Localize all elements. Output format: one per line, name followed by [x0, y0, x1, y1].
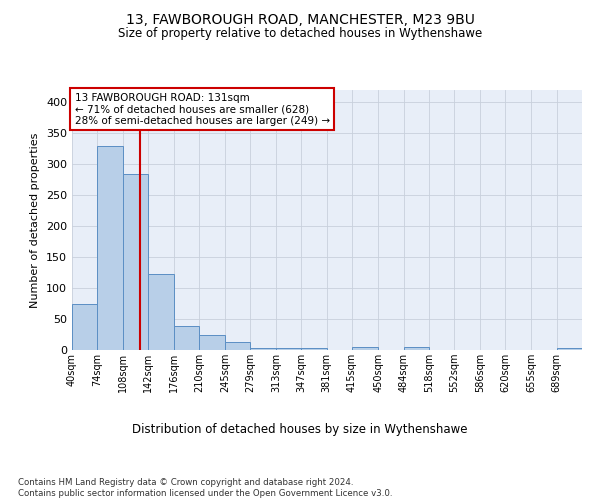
Bar: [250, 348, 276, 350]
Bar: [148, 274, 173, 350]
Bar: [276, 348, 301, 350]
Bar: [352, 347, 378, 350]
Y-axis label: Number of detached properties: Number of detached properties: [31, 132, 40, 308]
Bar: [97, 146, 123, 350]
Bar: [225, 342, 250, 350]
Bar: [557, 348, 582, 350]
Bar: [301, 348, 326, 350]
Bar: [173, 326, 199, 350]
Text: Distribution of detached houses by size in Wythenshawe: Distribution of detached houses by size …: [132, 422, 468, 436]
Text: Size of property relative to detached houses in Wythenshawe: Size of property relative to detached ho…: [118, 28, 482, 40]
Text: 13, FAWBOROUGH ROAD, MANCHESTER, M23 9BU: 13, FAWBOROUGH ROAD, MANCHESTER, M23 9BU: [125, 12, 475, 26]
Text: 13 FAWBOROUGH ROAD: 131sqm
← 71% of detached houses are smaller (628)
28% of sem: 13 FAWBOROUGH ROAD: 131sqm ← 71% of deta…: [74, 92, 329, 126]
Bar: [123, 174, 148, 350]
Bar: [404, 347, 429, 350]
Text: Contains HM Land Registry data © Crown copyright and database right 2024.
Contai: Contains HM Land Registry data © Crown c…: [18, 478, 392, 498]
Bar: [72, 304, 97, 350]
Bar: [199, 334, 225, 350]
